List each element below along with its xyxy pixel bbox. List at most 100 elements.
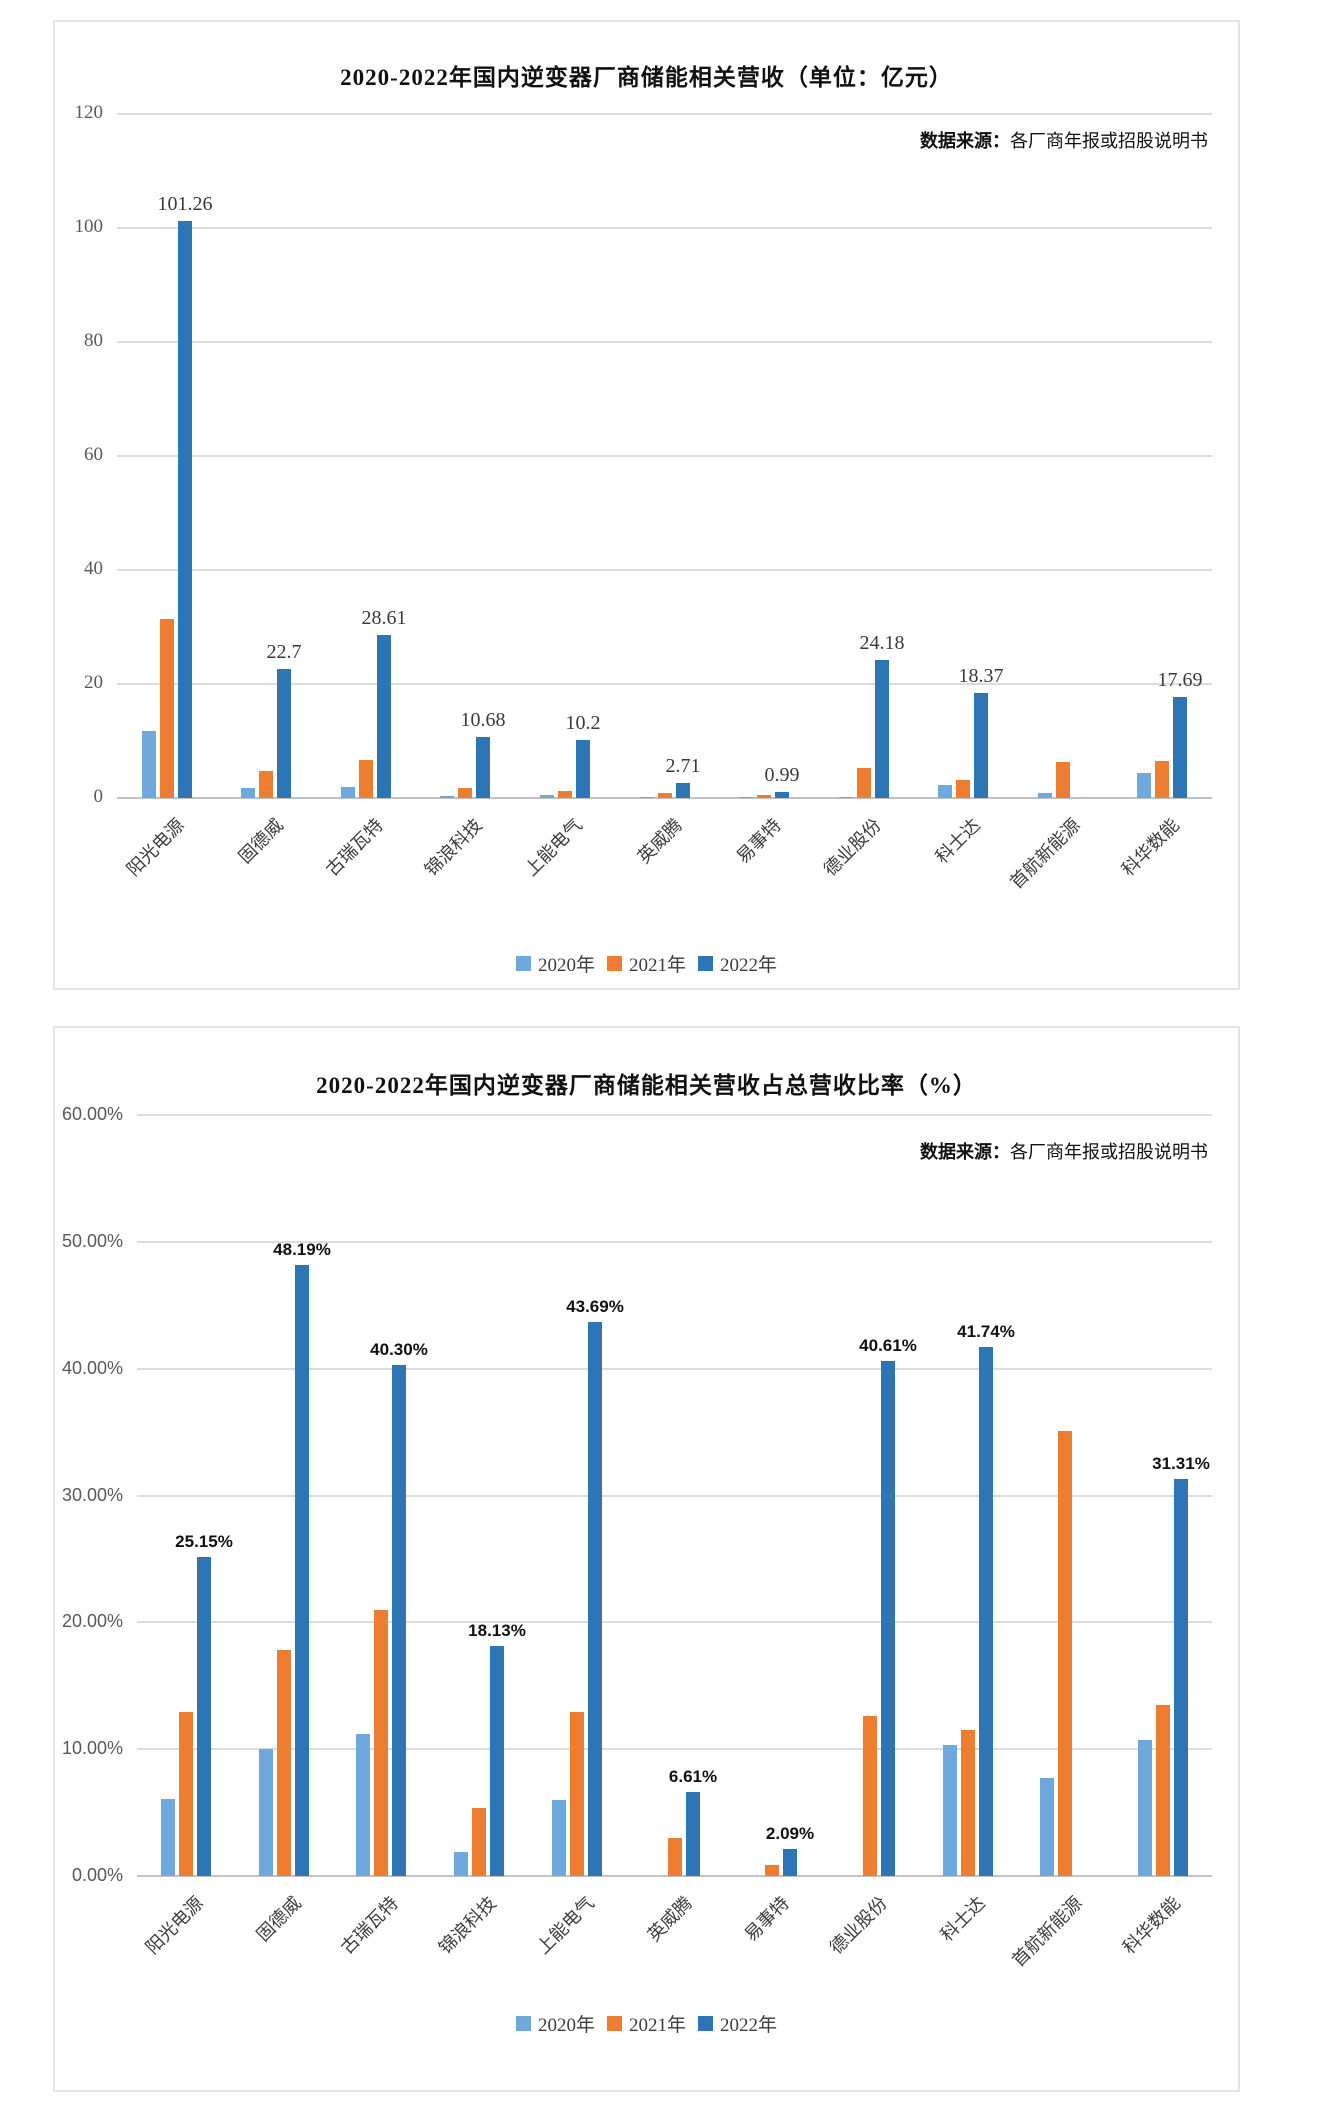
source-note-label: 数据来源：: [920, 1142, 1010, 1162]
chart-card-revenue-ratio: 2020-2022年国内逆变器厂商储能相关营收占总营收比率（%） 数据来源：各厂…: [53, 1026, 1240, 2092]
legend-swatch-icon: [515, 2016, 531, 2031]
value-label-易事特: 0.99: [764, 764, 800, 786]
bar-2020年-科华数能: [1137, 773, 1151, 798]
value-label-科华数能: 31.31%: [1152, 1454, 1210, 1473]
bar-2020年-首航新能源: [1038, 793, 1052, 798]
bar-2020年-锦浪科技: [440, 796, 454, 798]
y-tick-label: 40.00%: [61, 1358, 123, 1378]
x-category-label-德业股份: 德业股份: [819, 814, 885, 880]
legend-label: 2022年: [720, 2015, 778, 2036]
bar-2021年-锦浪科技: [458, 788, 472, 798]
bar-2020年-古瑞瓦特: [341, 787, 355, 798]
x-category-label-首航新能源: 首航新能源: [1008, 1892, 1086, 1971]
y-tick-label: 10.00%: [61, 1738, 123, 1758]
source-note-text: 各厂商年报或招股说明书: [1010, 131, 1208, 151]
value-label-德业股份: 40.61%: [859, 1336, 917, 1355]
value-label-锦浪科技: 10.68: [460, 709, 506, 731]
bar-2022年-固德威: [277, 669, 291, 798]
x-category-label-科士达: 科士达: [931, 814, 984, 868]
legend-label: 2021年: [628, 2015, 686, 2036]
bar-2021年-阳光电源: [160, 619, 174, 798]
bar-2022年-锦浪科技: [490, 1646, 504, 1876]
bar-2021年-德业股份: [863, 1716, 877, 1876]
y-tick-label: 30.00%: [61, 1485, 123, 1505]
y-tick-label: 80: [84, 330, 103, 351]
value-label-英威腾: 6.61%: [668, 1767, 718, 1786]
x-category-label-固德威: 固德威: [252, 1892, 305, 1946]
value-label-德业股份: 24.18: [859, 632, 905, 654]
bar-2022年-科士达: [979, 1347, 993, 1876]
bar-2021年-科华数能: [1155, 761, 1169, 798]
bar-2020年-科士达: [938, 785, 952, 798]
legend-item-2021年: 2021年: [606, 2010, 686, 2037]
bar-2022年-易事特: [775, 792, 789, 798]
y-tick-label: 0.00%: [71, 1865, 123, 1885]
bar-2022年-英威腾: [676, 783, 690, 798]
gridline: [137, 1368, 1212, 1370]
gridline: [117, 227, 1212, 229]
gridline: [137, 1114, 1212, 1116]
value-label-上能电气: 43.69%: [566, 1297, 624, 1316]
bar-2021年-德业股份: [857, 768, 871, 798]
legend-swatch-icon: [698, 956, 713, 971]
gridline: [117, 683, 1212, 685]
x-category-label-易事特: 易事特: [740, 1892, 793, 1946]
x-category-label-首航新能源: 首航新能源: [1006, 814, 1084, 893]
legend-label: 2020年: [537, 2015, 595, 2036]
bar-2022年-阳光电源: [197, 1557, 211, 1876]
y-tick-label: 50.00%: [61, 1231, 123, 1251]
legend-label: 2022年: [720, 955, 778, 976]
legend-label: 2021年: [628, 955, 686, 976]
x-category-label-德业股份: 德业股份: [825, 1892, 891, 1958]
bar-2022年-德业股份: [881, 1361, 895, 1876]
x-category-label-科华数能: 科华数能: [1118, 1892, 1184, 1958]
bar-2020年-阳光电源: [142, 731, 156, 798]
source-note: 数据来源：各厂商年报或招股说明书: [920, 127, 1208, 153]
bar-2022年-德业股份: [875, 660, 889, 798]
x-axis-line: [117, 797, 1212, 799]
gridline: [137, 1748, 1212, 1750]
chart-title: 2020-2022年国内逆变器厂商储能相关营收占总营收比率（%）: [316, 1073, 977, 1098]
bar-2022年-上能电气: [576, 740, 590, 798]
x-category-label-古瑞瓦特: 古瑞瓦特: [336, 1892, 402, 1958]
x-category-label-锦浪科技: 锦浪科技: [420, 814, 486, 880]
bar-2021年-固德威: [259, 771, 273, 798]
y-tick-label: 60.00%: [61, 1104, 123, 1124]
bar-2020年-固德威: [241, 788, 255, 798]
bar-2020年-德业股份: [839, 797, 853, 798]
bar-2020年-上能电气: [552, 1800, 566, 1876]
bar-2021年-科士达: [961, 1730, 975, 1876]
bar-2021年-上能电气: [558, 791, 572, 798]
value-label-锦浪科技: 18.13%: [468, 1621, 526, 1640]
y-tick-label: 40: [84, 558, 103, 579]
gridline: [137, 1241, 1212, 1243]
source-note-text: 各厂商年报或招股说明书: [1010, 1142, 1208, 1162]
bar-2021年-上能电气: [570, 1712, 584, 1876]
bar-2021年-易事特: [765, 1865, 779, 1876]
bar-2022年-古瑞瓦特: [392, 1365, 406, 1876]
x-category-label-上能电气: 上能电气: [532, 1892, 598, 1958]
source-note-label: 数据来源：: [920, 131, 1010, 151]
bar-2021年-古瑞瓦特: [359, 760, 373, 798]
bar-2022年-上能电气: [588, 1322, 602, 1876]
gridline: [137, 1495, 1212, 1497]
bar-2020年-首航新能源: [1040, 1778, 1054, 1876]
gridline: [117, 455, 1212, 457]
x-category-label-易事特: 易事特: [732, 814, 785, 868]
value-label-科士达: 41.74%: [957, 1322, 1015, 1341]
x-category-label-锦浪科技: 锦浪科技: [434, 1892, 500, 1958]
bar-2021年-古瑞瓦特: [374, 1610, 388, 1876]
y-tick-label: 20.00%: [61, 1611, 123, 1631]
bar-2021年-锦浪科技: [472, 1808, 486, 1876]
x-category-label-科士达: 科士达: [936, 1892, 989, 1946]
bar-2022年-科士达: [974, 693, 988, 798]
bar-2021年-科士达: [956, 780, 970, 798]
x-category-label-古瑞瓦特: 古瑞瓦特: [321, 814, 387, 880]
value-label-固德威: 22.7: [266, 641, 302, 663]
value-label-易事特: 2.09%: [765, 1824, 815, 1843]
bar-2020年-英威腾: [640, 797, 654, 798]
gridline: [117, 113, 1212, 115]
legend-item-2020年: 2020年: [515, 2010, 595, 2037]
legend-item-2022年: 2022年: [698, 950, 777, 977]
bar-2020年-上能电气: [540, 795, 554, 798]
